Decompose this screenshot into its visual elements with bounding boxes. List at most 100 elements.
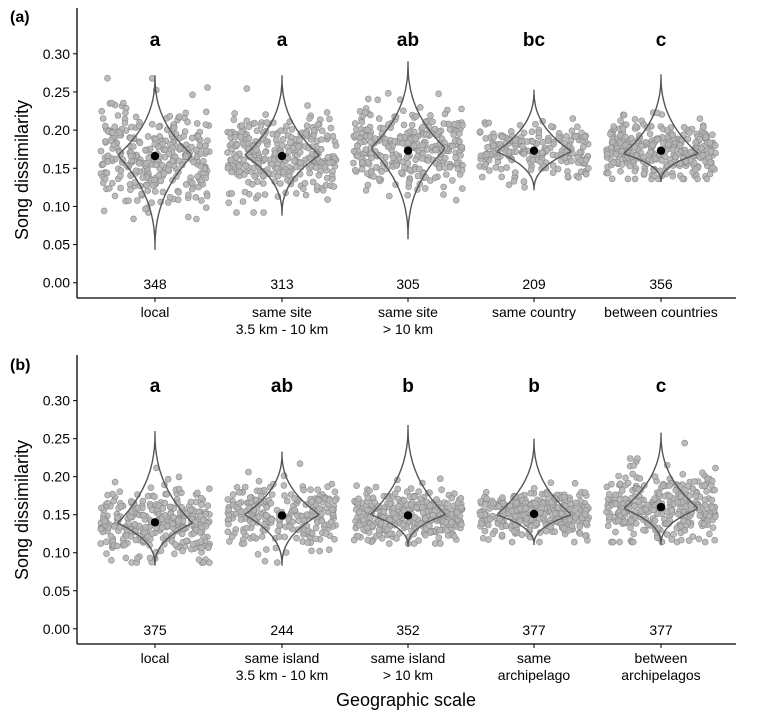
data-point — [237, 133, 244, 141]
data-point — [169, 157, 176, 165]
data-point — [317, 136, 325, 143]
data-point — [410, 540, 418, 547]
data-point — [260, 486, 268, 494]
data-point — [701, 538, 709, 546]
data-point — [563, 133, 570, 140]
data-point — [149, 182, 157, 189]
data-point — [245, 468, 252, 476]
data-point — [132, 167, 140, 174]
data-point — [310, 127, 318, 134]
data-point — [691, 478, 698, 485]
data-point — [148, 120, 156, 128]
data-point — [358, 159, 366, 166]
data-point — [131, 520, 139, 528]
significance-group-label: a — [150, 376, 161, 397]
data-point — [355, 495, 362, 503]
data-point — [237, 508, 245, 516]
data-point — [351, 166, 359, 174]
data-point — [364, 506, 371, 514]
data-point — [519, 143, 526, 150]
data-point — [701, 496, 709, 504]
data-point — [226, 129, 234, 137]
data-point — [127, 186, 134, 193]
data-point — [243, 524, 250, 532]
data-point — [200, 516, 207, 524]
data-point — [415, 537, 422, 544]
data-point — [296, 149, 304, 156]
data-point — [484, 144, 491, 151]
data-point — [523, 138, 531, 145]
data-point — [449, 177, 456, 184]
data-point — [404, 139, 412, 147]
data-point — [421, 185, 429, 192]
x-category-label-line: between countries — [604, 304, 718, 320]
data-point — [568, 522, 576, 530]
data-point — [393, 535, 400, 542]
data-point — [228, 168, 235, 176]
data-point — [158, 161, 166, 169]
x-category-label-line: > 10 km — [383, 667, 433, 683]
data-point — [529, 156, 537, 164]
data-point — [677, 493, 685, 500]
data-point — [498, 173, 506, 181]
point-cloud — [224, 460, 340, 566]
data-point — [354, 532, 362, 540]
x-category-label: local — [141, 650, 170, 666]
data-point — [536, 538, 543, 546]
data-point — [282, 123, 290, 130]
y-tick-label: 0.20 — [43, 469, 70, 485]
data-point — [651, 172, 658, 180]
data-point — [384, 90, 392, 97]
data-point — [701, 482, 709, 489]
data-point — [456, 138, 463, 145]
data-point — [204, 502, 212, 510]
y-tick-label: 0.05 — [43, 583, 70, 599]
data-point — [505, 136, 513, 144]
point-cloud — [350, 90, 466, 204]
data-point — [194, 132, 202, 140]
significance-group-label: ab — [397, 30, 419, 51]
data-point — [441, 110, 449, 118]
data-point — [102, 122, 109, 130]
data-point — [263, 503, 271, 511]
data-point — [148, 199, 155, 206]
violin-outline — [244, 75, 320, 216]
data-point — [638, 117, 646, 125]
data-point — [175, 485, 183, 493]
data-point — [241, 188, 249, 196]
data-point — [640, 153, 647, 161]
x-category-label: same archipelago — [498, 650, 571, 683]
data-point — [544, 137, 552, 145]
data-point — [574, 123, 581, 131]
data-point — [262, 111, 270, 118]
data-point — [503, 164, 511, 171]
data-point — [188, 134, 196, 142]
data-point — [527, 166, 535, 174]
data-point — [582, 170, 590, 178]
data-point — [550, 140, 557, 148]
data-point — [697, 144, 705, 152]
y-tick-label: 0.25 — [43, 84, 70, 100]
data-point — [404, 191, 412, 199]
data-point — [139, 497, 147, 505]
data-point — [279, 136, 287, 143]
data-point — [581, 133, 589, 140]
data-point — [405, 179, 413, 186]
y-tick-label: 0.30 — [43, 393, 70, 409]
data-point — [413, 504, 420, 511]
data-point — [202, 121, 210, 128]
data-point — [284, 154, 292, 162]
data-point — [681, 439, 689, 447]
data-point — [151, 176, 158, 184]
data-point — [440, 183, 448, 191]
violin-outline — [116, 431, 194, 566]
data-point — [518, 531, 526, 539]
data-point — [370, 173, 377, 180]
data-point — [304, 102, 311, 109]
data-point — [441, 164, 449, 171]
sample-size-label: 352 — [396, 622, 420, 638]
data-point — [374, 96, 382, 104]
data-point — [711, 536, 719, 544]
mean-marker — [529, 509, 539, 519]
data-point — [102, 175, 109, 183]
